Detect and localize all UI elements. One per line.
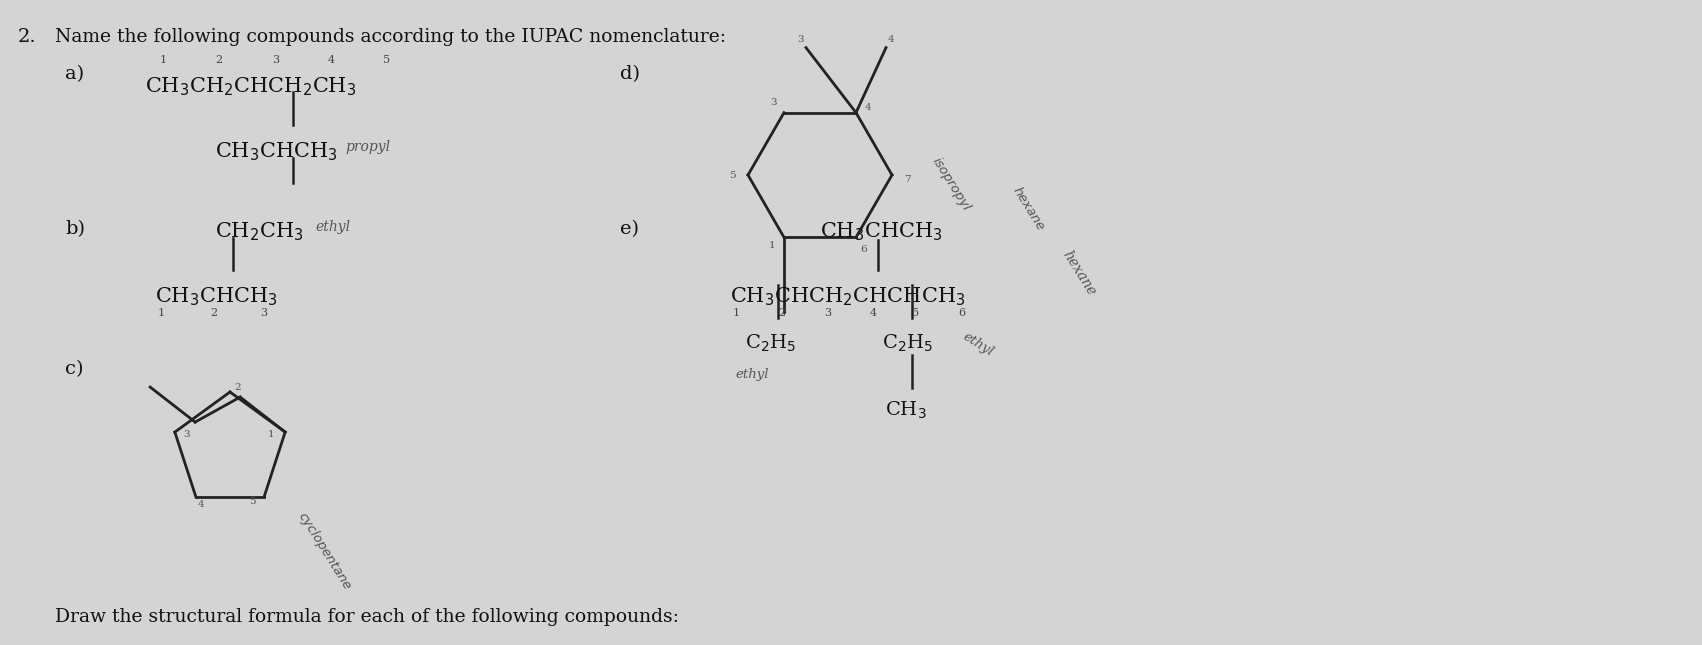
Text: 2: 2 — [209, 308, 218, 318]
Text: CH$_3$: CH$_3$ — [885, 400, 926, 421]
Text: CH$_3$CHCH$_3$: CH$_3$CHCH$_3$ — [214, 140, 339, 163]
Text: 2: 2 — [778, 308, 785, 318]
Text: a): a) — [65, 65, 83, 83]
Text: 2: 2 — [214, 55, 223, 65]
Text: propyl: propyl — [346, 140, 390, 154]
Text: 4: 4 — [328, 55, 335, 65]
Text: CH$_3$CHCH$_3$: CH$_3$CHCH$_3$ — [155, 285, 277, 308]
Text: C$_2$H$_5$: C$_2$H$_5$ — [745, 333, 797, 354]
Text: 2: 2 — [235, 382, 242, 392]
Text: 5: 5 — [912, 308, 919, 318]
Text: 3: 3 — [260, 308, 267, 318]
Text: ethyl: ethyl — [315, 220, 351, 234]
Text: 4: 4 — [888, 35, 894, 44]
Text: 3: 3 — [272, 55, 279, 65]
Text: 1: 1 — [769, 241, 776, 250]
Text: Name the following compounds according to the IUPAC nomenclature:: Name the following compounds according t… — [54, 28, 727, 46]
Text: CH$_2$CH$_3$: CH$_2$CH$_3$ — [214, 220, 303, 243]
Text: 1: 1 — [734, 308, 740, 318]
Text: 2.: 2. — [19, 28, 37, 46]
Text: d): d) — [620, 65, 640, 83]
Text: 3: 3 — [771, 98, 778, 107]
Text: 4: 4 — [870, 308, 877, 318]
Text: CH$_3$CHCH$_2$CHCHCH$_3$: CH$_3$CHCH$_2$CHCHCH$_3$ — [730, 285, 965, 308]
Text: 5: 5 — [383, 55, 390, 65]
Text: cyclopentane: cyclopentane — [294, 510, 352, 592]
Text: 6: 6 — [958, 308, 965, 318]
Text: 5: 5 — [728, 170, 735, 179]
Text: isopropyl: isopropyl — [929, 155, 974, 213]
Text: Draw the structural formula for each of the following compounds:: Draw the structural formula for each of … — [54, 608, 679, 626]
Text: ethyl: ethyl — [960, 330, 996, 359]
Text: 4: 4 — [197, 501, 204, 510]
Text: b): b) — [65, 220, 85, 238]
Text: 4: 4 — [865, 103, 871, 112]
Text: 3: 3 — [184, 430, 191, 439]
Text: e): e) — [620, 220, 638, 238]
Text: 5: 5 — [248, 497, 255, 506]
Text: 7: 7 — [904, 175, 911, 184]
Text: CH$_3$CH$_2$CHCH$_2$CH$_3$: CH$_3$CH$_2$CHCH$_2$CH$_3$ — [145, 75, 356, 97]
Text: 1: 1 — [160, 55, 167, 65]
Text: hexane: hexane — [1009, 185, 1047, 233]
Text: hexane: hexane — [1060, 248, 1098, 298]
Text: 3: 3 — [798, 35, 805, 44]
Text: CH$_3$CHCH$_3$: CH$_3$CHCH$_3$ — [820, 220, 943, 243]
Text: ethyl: ethyl — [735, 368, 769, 381]
Text: 6: 6 — [861, 245, 868, 254]
Text: C$_2$H$_5$: C$_2$H$_5$ — [882, 333, 933, 354]
Text: c): c) — [65, 360, 83, 378]
Text: 1: 1 — [158, 308, 165, 318]
Text: 3: 3 — [824, 308, 831, 318]
Text: 1: 1 — [267, 430, 274, 439]
